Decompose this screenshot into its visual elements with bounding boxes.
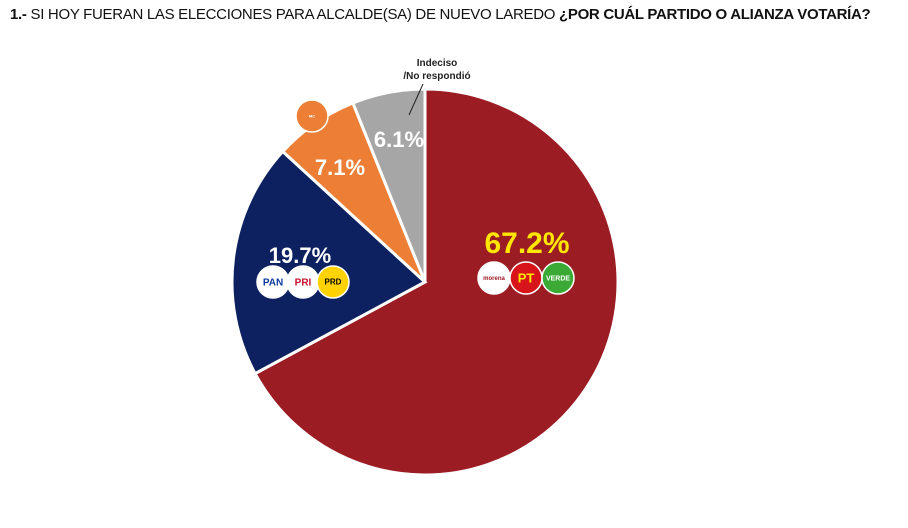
party-logo-text: PAN <box>263 277 283 288</box>
party-logo-text: PT <box>518 270 535 285</box>
pie-slice-3 <box>350 87 427 283</box>
slice-value-label: 19.7% <box>269 243 331 268</box>
annotation-line-2: /No respondió <box>403 71 470 82</box>
annotation-leader-line <box>408 83 424 116</box>
question-emphasis: ¿POR CUÁL PARTIDO O ALIANZA VOTARÍA? <box>559 6 871 23</box>
pie-slice-0 <box>253 87 620 477</box>
party-logo-text: VERDE <box>546 275 570 282</box>
party-logo-text: MC <box>309 113 315 118</box>
chart-title: 1.- SI HOY FUERAN LAS ELECCIONES PARA AL… <box>10 6 871 23</box>
question-number: 1.- <box>10 6 27 23</box>
slice-value-label: 67.2% <box>484 227 569 260</box>
slice-value-label: 7.1% <box>315 155 365 180</box>
party-logo-text: morena <box>483 276 505 282</box>
party-logo-verde <box>541 261 575 295</box>
party-logo-text: PRD <box>325 278 342 287</box>
pie-slice-1 <box>230 149 428 376</box>
party-logo-text: PRI <box>295 277 312 288</box>
slice-value-label: 6.1% <box>374 127 424 152</box>
question-text: SI HOY FUERAN LAS ELECCIONES PARA ALCALD… <box>30 6 556 23</box>
party-logo-movimiento-ciudadano <box>295 99 329 133</box>
party-logo-prd <box>316 265 350 299</box>
annotation-line-1: Indeciso <box>417 58 458 69</box>
